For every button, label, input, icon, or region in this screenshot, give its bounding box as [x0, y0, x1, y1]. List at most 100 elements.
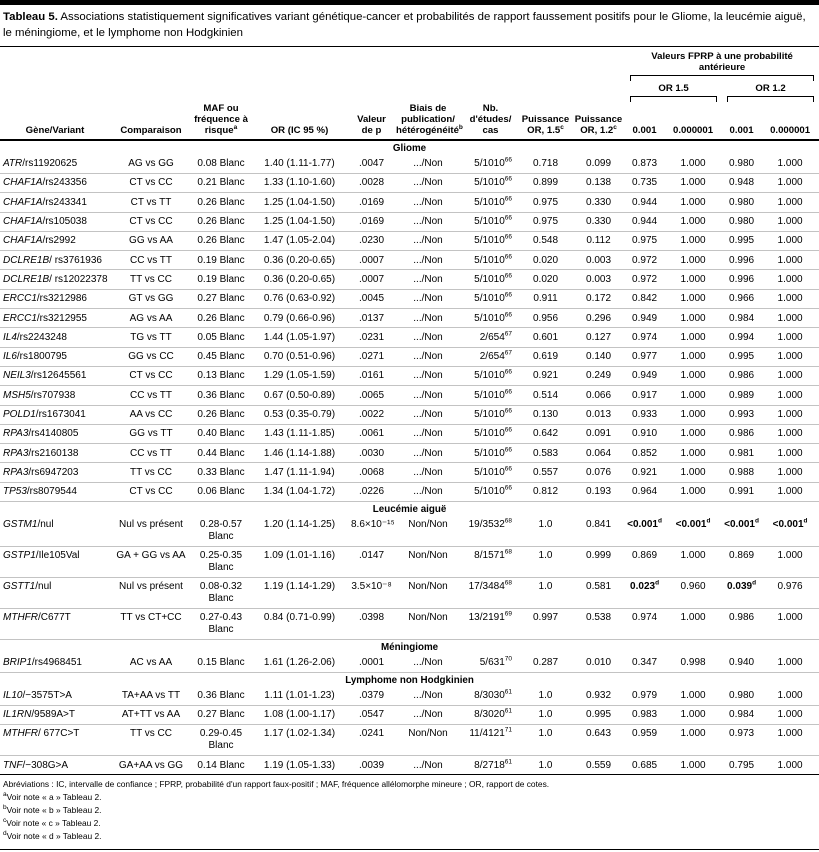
footnote-a: aVoir note « a » Tableau 2. — [3, 791, 102, 803]
power-or15-cell: 0.921 — [519, 366, 572, 387]
table-row: TNF/−308G>A GA+AA vs GG 0.14 Blanc 1.19 (1.… — [0, 756, 819, 775]
section-row: Lymphome non Hodgkinien — [0, 672, 819, 686]
fprp-cell: 1.000 — [664, 462, 723, 483]
p-value-cell: 3.5×10⁻⁸ — [349, 577, 394, 609]
fprp-cell: 1.000 — [761, 705, 819, 725]
bias-cell: Non/Non — [394, 608, 462, 640]
n-studies-cell: 11/412171 — [462, 724, 519, 757]
power-or15-cell: 0.020 — [519, 269, 572, 290]
power-or15-cell: 0.956 — [519, 308, 572, 329]
fprp-cell: 0.973 — [722, 724, 762, 757]
or-ci-cell: 1.25 (1.04-1.50) — [250, 192, 349, 213]
fprp-cell: 1.000 — [777, 759, 803, 771]
n-studies-cell: 5/101066 — [462, 443, 519, 464]
p-value-cell: .0007 — [349, 250, 394, 271]
power-or12-cell: 0.559 — [586, 759, 612, 771]
maf-cell: 0.08-0.32 Blanc — [192, 577, 250, 609]
fprp-cell: 0.966 — [722, 289, 762, 310]
table-row: IL4/rs2243248 TG vs TT 0.05 Blanc 1.44 (1.0… — [0, 327, 819, 348]
n-studies-cell: 8/271861 — [474, 758, 512, 771]
power-or12-cell: 0.193 — [572, 482, 626, 503]
fprp-cell: 1.000 — [761, 308, 819, 329]
fprp-cell: 1.000 — [761, 546, 819, 578]
comparison-cell: TT vs CC — [110, 462, 192, 483]
gene-variant-cell: GSTM1/nul — [0, 515, 110, 547]
bias-cell: .../Non — [394, 405, 462, 425]
table-title-text: Associations statistiquement significati… — [3, 11, 806, 39]
p-value-cell: 8.6×10⁻¹⁵ — [349, 515, 395, 547]
gene-variant-cell: DCLRE1B/ rs3761936 — [0, 250, 110, 271]
fprp-cell: 0.986 — [722, 608, 762, 640]
maf-cell: 0.15 Blanc — [192, 653, 250, 673]
maf-cell: 0.36 Blanc — [192, 385, 250, 406]
fprp-cell: 1.000 — [664, 405, 723, 425]
header-spacer — [0, 47, 625, 81]
fprp-group-label: Valeurs FPRP à une probabilité antérieur… — [651, 50, 793, 73]
fprp-cell: 1.000 — [761, 327, 819, 348]
bias-cell: .../Non — [394, 366, 462, 387]
maf-cell: 0.44 Blanc — [192, 443, 250, 464]
fprp-cell: 0.989 — [722, 385, 762, 406]
fprp-cell: 0.735 — [625, 173, 665, 194]
gene-variant-cell: CHAF1A/rs105038 — [0, 212, 110, 232]
fprp-cell: 0.933 — [625, 405, 665, 425]
power-or12-cell: 0.010 — [572, 653, 626, 673]
fprp-cell: 0.993 — [722, 405, 762, 425]
p-value-cell: .0028 — [349, 173, 394, 194]
table-row: ERCC1/rs3212986 GT vs GG 0.27 Blanc 0.76 (0… — [0, 289, 819, 310]
power-or15-cell: 1.0 — [519, 686, 572, 706]
col-header-comparison: Comparaison — [120, 125, 182, 137]
fprp-cell: 0.991 — [722, 482, 762, 503]
bias-cell: Non/Non — [394, 515, 462, 547]
power-or15-cell: 1.0 — [519, 546, 572, 578]
or-ci-cell: 1.08 (1.00-1.17) — [250, 705, 349, 725]
n-studies-cell: 8/157168 — [462, 546, 519, 578]
fprp-cell: 1.000 — [761, 724, 819, 757]
footnote-d: dVoir note « d » Tableau 2. — [3, 830, 102, 842]
col-header-fprp-or15-p001: 0.001 — [632, 125, 657, 137]
bias-cell: .../Non — [394, 250, 462, 271]
fprp-cell: 1.000 — [664, 308, 723, 329]
maf-cell: 0.36 Blanc — [192, 686, 250, 706]
fprp-cell: 1.000 — [664, 424, 723, 445]
col-header-fprp-or15-p000001: 0.000001 — [673, 125, 714, 137]
gene-variant-cell: BRIP1/rs4968451 — [0, 653, 110, 673]
bias-cell: .../Non — [394, 705, 462, 725]
fprp-cell: 1.000 — [664, 212, 723, 232]
fprp-cell: <0.001d — [664, 515, 723, 547]
table-row: GSTP1/Ile105Val GA + GG vs AA 0.25-0.35 Bl… — [0, 546, 819, 578]
fprp-cell: 1.000 — [761, 608, 819, 640]
gene-variant-cell: NEIL3/rs12645561 — [0, 366, 110, 387]
table-header: Valeurs FPRP à une probabilité antérieur… — [0, 47, 819, 141]
fprp-cell: 1.000 — [664, 385, 723, 406]
n-studies-cell: 5/101066 — [462, 424, 519, 445]
maf-cell: 0.27-0.43 Blanc — [192, 608, 250, 640]
table-row: RPA3/rs4140805 GG vs TT 0.40 Blanc 1.43 (1.… — [0, 424, 819, 445]
p-value-cell: .0161 — [349, 366, 394, 387]
maf-cell: 0.19 Blanc — [192, 250, 250, 271]
fprp-cell: 0.998 — [664, 653, 723, 673]
p-value-cell: .0241 — [349, 724, 394, 757]
fprp-cell: 0.979 — [625, 686, 665, 706]
col-header-maf: MAF ou fréquence à risquea — [194, 103, 248, 137]
p-value-cell: .0271 — [349, 347, 394, 367]
bias-cell: Non/Non — [394, 577, 462, 609]
n-studies-cell: 5/101066 — [462, 462, 519, 483]
maf-cell: 0.28-0.57 Blanc — [192, 515, 250, 547]
comparison-cell: TG vs TT — [110, 327, 192, 348]
or-ci-cell: 1.09 (1.01-1.16) — [250, 546, 349, 578]
power-or12-cell: 0.249 — [572, 366, 626, 387]
comparison-cell: Nul vs présent — [110, 577, 192, 609]
table-row: MTHFR/ 677C>T TT vs CC 0.29-0.45 Blanc 1.17… — [0, 724, 819, 757]
fprp-cell: 1.000 — [761, 250, 819, 271]
comparison-cell: GT vs GG — [110, 289, 192, 310]
power-or12-cell: 0.066 — [572, 385, 626, 406]
fprp-cell: 1.000 — [664, 546, 723, 578]
power-or15-cell: 1.0 — [519, 515, 572, 547]
fprp-cell: 0.921 — [625, 462, 665, 483]
table-row: IL1RN/9589A>T AT+TT vs AA 0.27 Blanc 1.08 (… — [0, 705, 819, 725]
bias-cell: .../Non — [394, 289, 462, 310]
section-row: Méningiome — [0, 639, 819, 653]
fprp-cell: 1.000 — [761, 424, 819, 445]
fprp-cell: <0.001d — [625, 515, 665, 547]
